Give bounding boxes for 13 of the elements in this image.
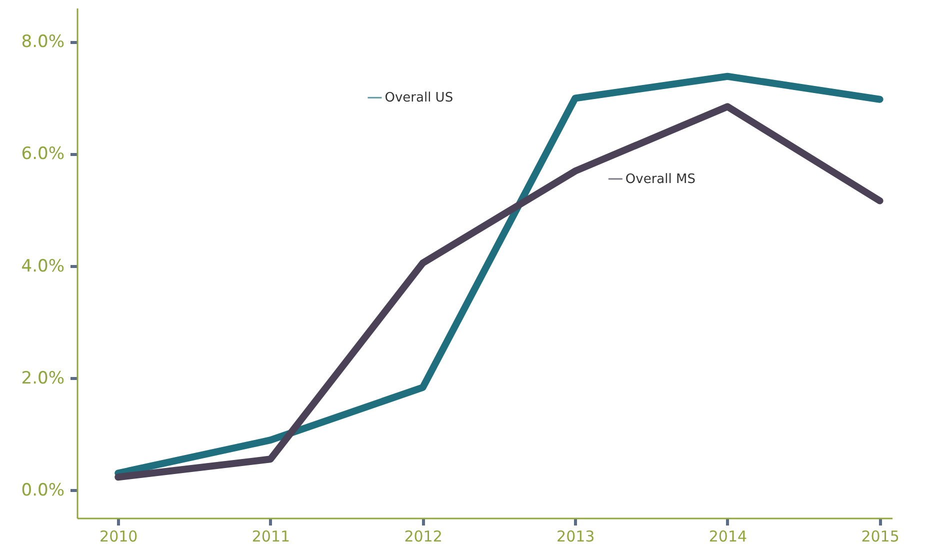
legend-label: Overall US bbox=[384, 90, 454, 106]
x-tick-label: 2011 bbox=[252, 528, 290, 546]
y-tick-label: 6.0% bbox=[21, 144, 64, 164]
y-tick-label: 8.0% bbox=[21, 32, 64, 52]
y-tick-label: 2.0% bbox=[21, 368, 64, 388]
x-tick-label: 2014 bbox=[708, 528, 748, 546]
y-tick-label: 0.0% bbox=[21, 480, 64, 500]
x-tick-label: 2010 bbox=[100, 528, 138, 546]
legend-label: Overall MS bbox=[625, 172, 696, 187]
y-tick-label: 4.0% bbox=[21, 256, 64, 276]
x-tick-label: 2013 bbox=[556, 528, 595, 546]
x-tick-label: 2015 bbox=[861, 528, 900, 546]
x-tick-label: 2012 bbox=[404, 528, 442, 546]
